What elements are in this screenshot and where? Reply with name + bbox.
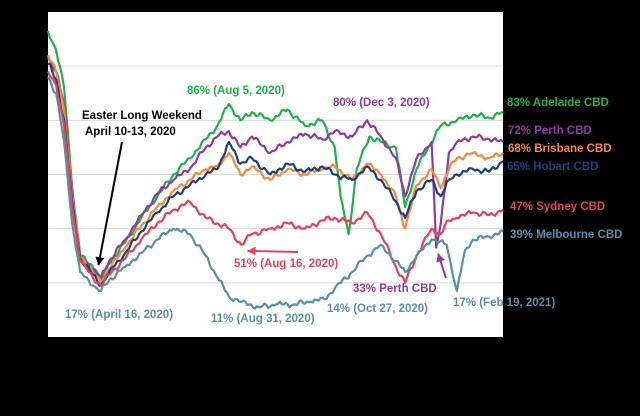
annotation-melb-feb: 17% (Feb 19, 2021) [453,297,555,309]
labels: 83% Adelaide CBD 72% Perth CBD 68% Brisban… [65,85,622,325]
annotation-perth-low: 33% Perth CBD [353,283,437,295]
annotation-melb-aug: 11% (Aug 31, 2020) [211,313,315,325]
series-lines [46,30,504,310]
series-line-5 [47,76,504,310]
legend-entry-0: 83% Adelaide CBD [507,97,609,109]
legend-entry-2: 68% Brisbane CBD [508,143,612,155]
annotation-easter-line-1: April 10-13, 2020 [85,126,176,138]
annotation-arrows [95,141,447,279]
series-line-3 [47,62,504,287]
annotation-adelaide-peak: 86% (Aug 5, 2020) [187,85,285,97]
series-line-0 [46,30,504,282]
legend-entry-3: 65% Hobart CBD [507,161,598,173]
series-line-4 [46,71,504,287]
perth-low-arrow [436,253,447,279]
series-line-1 [47,57,504,279]
legend-entry-5: 39% Melbourne CBD [510,229,622,241]
annotation-easter-line-0: Easter Long Weekend [82,110,202,122]
legend-entry-1: 72% Perth CBD [508,125,592,137]
annotation-melb-oct: 14% (Oct 27, 2020) [327,303,428,315]
annotation-sydney-low: 51% (Aug 16, 2020) [234,258,338,270]
annotation-perth-peak: 80% (Dec 3, 2020) [333,97,430,109]
sydney-low-arrow [247,246,299,256]
annotation-melb-apr: 17% (April 16, 2020) [65,309,173,321]
easter-arrow [95,141,123,266]
legend-entry-4: 47% Sydney CBD [510,201,605,213]
